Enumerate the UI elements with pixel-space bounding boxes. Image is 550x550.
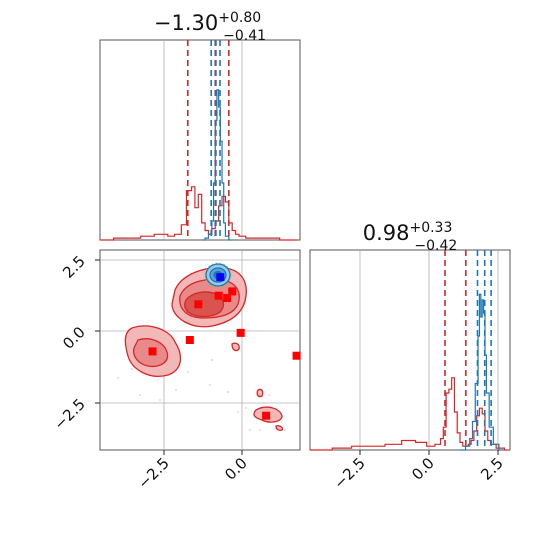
x-tick-label: −2.5 <box>134 454 172 492</box>
histogram-step-line <box>460 293 503 451</box>
joint-x-axis: −2.5 0.0 <box>134 450 251 493</box>
joint-panel: 2.5 0.0 −2.5 −2.5 0.0 <box>50 249 301 493</box>
top-panel-frame <box>99 39 301 241</box>
red-square-marker <box>262 411 271 420</box>
right-x-axis: −2.5 0.0 2.5 <box>330 450 507 493</box>
title-param-2-plus: +0.33 <box>409 220 452 236</box>
x-tick-label: 2.5 <box>477 454 507 484</box>
title-param-1-minus: −0.41 <box>223 28 266 44</box>
red-square-marker <box>148 347 157 356</box>
marginal-panel-right: −2.5 0.0 2.5 0.98+0.33 −0.42 <box>309 220 511 493</box>
x-tick-label: 0.0 <box>408 454 438 484</box>
joint-panel-frame <box>99 249 301 451</box>
title-param-1-plus: +0.80 <box>218 10 261 26</box>
right-histograms <box>310 293 509 451</box>
top-quantile-lines <box>186 40 230 240</box>
histogram-step-line <box>310 377 509 451</box>
x-tick-label: 0.0 <box>221 454 251 484</box>
red-square-marker <box>292 351 301 360</box>
title-param-2: 0.98+0.33 −0.42 <box>363 220 458 254</box>
blue-square-marker <box>216 273 225 282</box>
y-tick-label: 2.5 <box>59 252 89 282</box>
marginal-panel-top: −1.30+0.80 −0.41 <box>99 10 301 241</box>
x-tick-label: −2.5 <box>330 454 368 492</box>
joint-y-axis: 2.5 0.0 −2.5 <box>50 252 100 434</box>
right-quantile-lines <box>444 250 492 450</box>
top-histograms <box>100 89 298 241</box>
right-panel-frame <box>309 249 511 451</box>
red-square-marker <box>223 294 232 302</box>
y-tick-label: −2.5 <box>50 395 88 433</box>
histogram-step-line <box>201 89 233 241</box>
faint-samples <box>117 359 286 431</box>
title-param-1-value: −1.30 <box>154 11 218 35</box>
red-square-marker <box>214 291 223 300</box>
title-param-2-minus: −0.42 <box>414 238 457 254</box>
red-square-marker <box>236 328 245 337</box>
histogram-step-line <box>100 186 298 241</box>
joint-markers <box>148 273 301 420</box>
title-param-2-value: 0.98 <box>363 221 410 245</box>
red-square-marker <box>228 287 237 296</box>
title-param-1: −1.30+0.80 −0.41 <box>154 10 266 44</box>
y-tick-label: 0.0 <box>59 323 89 353</box>
red-square-marker <box>185 336 194 344</box>
red-square-marker <box>194 300 203 309</box>
